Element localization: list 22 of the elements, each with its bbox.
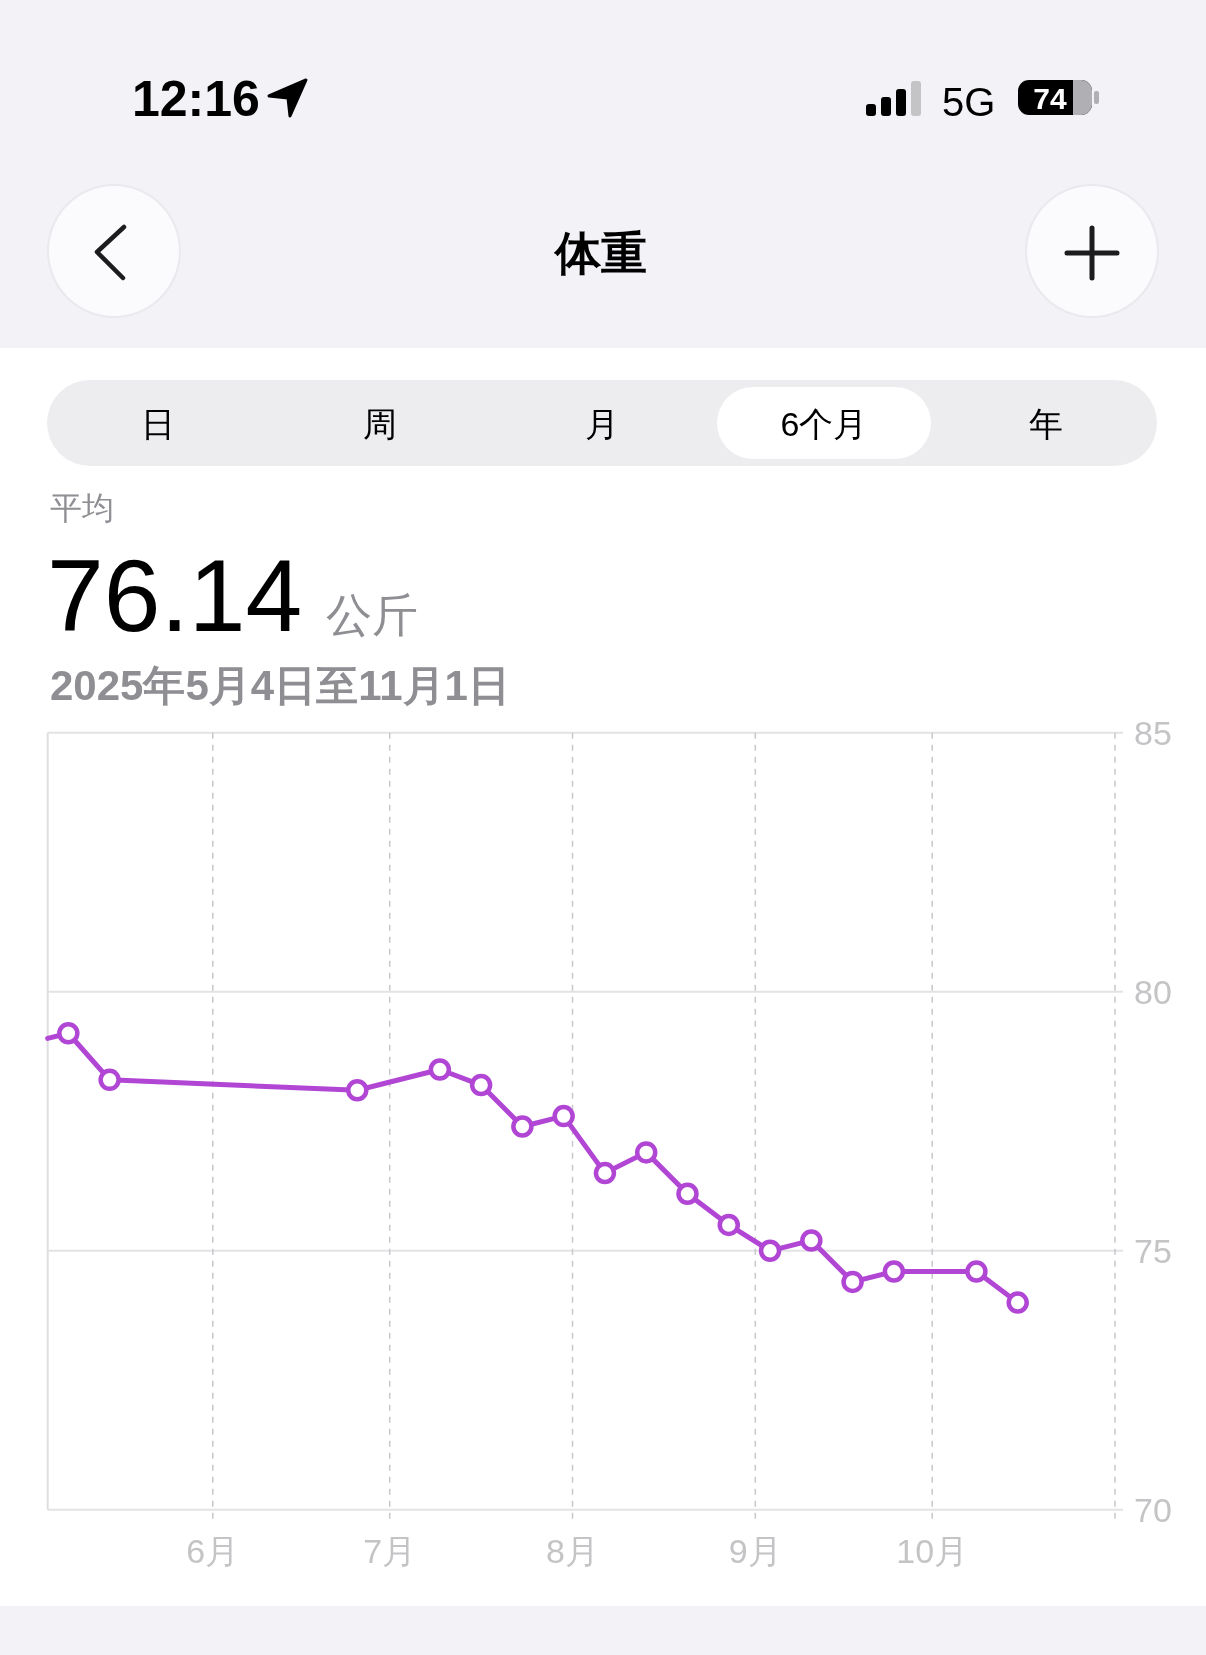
- x-tick-label: 10月: [896, 1532, 969, 1570]
- text: 12:16: [132, 71, 260, 127]
- y-tick-label: 75: [1134, 1231, 1172, 1270]
- text: 76.14: [47, 539, 303, 653]
- x-tick-label: 6月: [186, 1532, 240, 1570]
- chart-title: 体重: [553, 227, 647, 279]
- text: 5G: [942, 80, 996, 124]
- y-tick-label: 85: [1134, 713, 1172, 752]
- x-tick-label: 9月: [728, 1532, 782, 1570]
- text: 公斤: [326, 589, 419, 641]
- y-tick-label: 80: [1134, 972, 1172, 1011]
- text: 6个月: [780, 405, 868, 443]
- text: 74: [1033, 82, 1067, 115]
- text: 平均: [50, 490, 114, 526]
- text: 年: [1029, 405, 1063, 443]
- text: 月: [585, 405, 619, 443]
- text: 日: [141, 405, 175, 443]
- chart-subtitle: 2025年5月4日至11月1日: [50, 662, 510, 709]
- y-tick-label: 70: [1134, 1490, 1172, 1529]
- x-tick-label: 7月: [363, 1532, 417, 1570]
- x-tick-label: 8月: [546, 1532, 599, 1570]
- text: 周: [363, 405, 397, 443]
